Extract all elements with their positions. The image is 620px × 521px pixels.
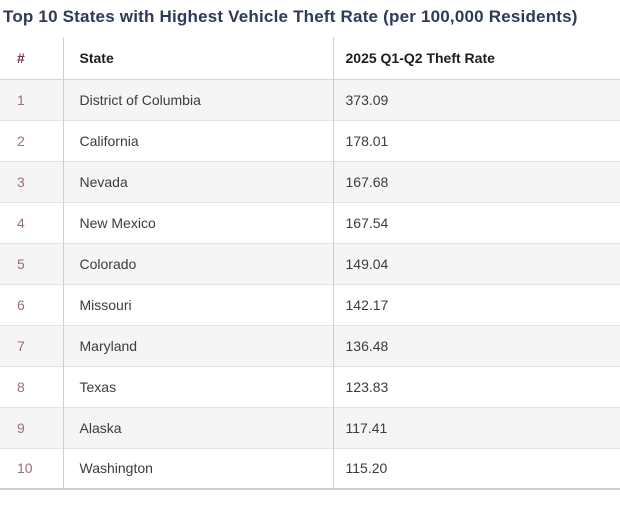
rate-cell: 373.09 [332, 79, 620, 120]
state-cell: Maryland [62, 325, 333, 366]
rank-cell: 7 [17, 337, 25, 354]
state-cell: Texas [62, 366, 333, 407]
rate-cell: 149.04 [332, 243, 620, 284]
rank-cell: 5 [17, 255, 25, 272]
rate-cell: 136.48 [332, 325, 620, 366]
table-row: 7 Maryland 136.48 [0, 325, 620, 366]
table-row: 2 California 178.01 [0, 120, 620, 161]
column-header-rank: # [17, 49, 25, 66]
state-cell: District of Columbia [62, 79, 333, 120]
table-row: 4 New Mexico 167.54 [0, 202, 620, 243]
table-row: 6 Missouri 142.17 [0, 284, 620, 325]
theft-rate-table: # State 2025 Q1-Q2 Theft Rate 1 District… [0, 37, 620, 490]
rank-cell: 2 [17, 132, 25, 149]
rate-cell: 167.68 [332, 161, 620, 202]
rank-cell: 1 [17, 91, 25, 108]
table-row: 8 Texas 123.83 [0, 366, 620, 407]
table-body: 1 District of Columbia 373.09 2 Californ… [0, 79, 620, 489]
page-title: Top 10 States with Highest Vehicle Theft… [3, 7, 578, 26]
table-row: 9 Alaska 117.41 [0, 407, 620, 448]
table-row: 3 Nevada 167.68 [0, 161, 620, 202]
table-header-row: # State 2025 Q1-Q2 Theft Rate [0, 37, 620, 79]
state-cell: Colorado [62, 243, 333, 284]
rate-cell: 117.41 [332, 407, 620, 448]
table-header: # State 2025 Q1-Q2 Theft Rate [0, 37, 620, 79]
rank-cell: 10 [17, 460, 33, 477]
state-cell: Missouri [62, 284, 333, 325]
state-cell: Washington [62, 448, 333, 489]
rank-cell: 6 [17, 296, 25, 313]
column-header-theft-rate: 2025 Q1-Q2 Theft Rate [332, 37, 620, 79]
rate-cell: 167.54 [332, 202, 620, 243]
table-row: 5 Colorado 149.04 [0, 243, 620, 284]
rate-cell: 178.01 [332, 120, 620, 161]
state-cell: Nevada [62, 161, 333, 202]
rank-cell: 9 [17, 419, 25, 436]
rank-cell: 8 [17, 378, 25, 395]
state-cell: Alaska [62, 407, 333, 448]
rate-cell: 115.20 [332, 448, 620, 489]
column-header-state: State [62, 37, 333, 79]
table-row: 1 District of Columbia 373.09 [0, 79, 620, 120]
rank-cell: 4 [17, 214, 25, 231]
rate-cell: 142.17 [332, 284, 620, 325]
state-cell: California [62, 120, 333, 161]
table-row: 10 Washington 115.20 [0, 448, 620, 489]
rate-cell: 123.83 [332, 366, 620, 407]
state-cell: New Mexico [62, 202, 333, 243]
rank-cell: 3 [17, 173, 25, 190]
